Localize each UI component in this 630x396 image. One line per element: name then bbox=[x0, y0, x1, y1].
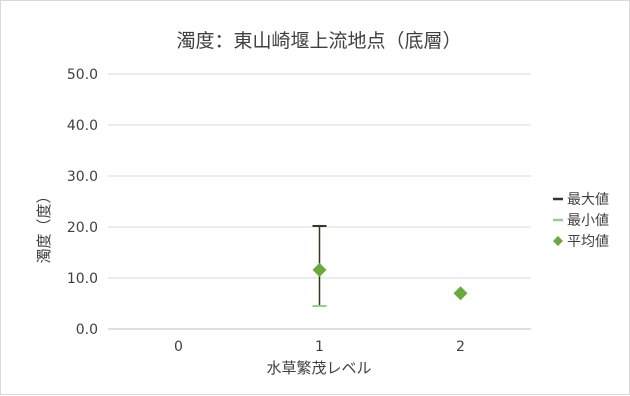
y-tick-label: 30.0 bbox=[67, 169, 98, 185]
legend-label: 最小値 bbox=[567, 213, 609, 229]
y-axis-label: 濁度（度） bbox=[35, 188, 53, 263]
x-axis-label: 水草繁茂レベル bbox=[266, 359, 371, 377]
y-tick-label: 20.0 bbox=[67, 220, 98, 236]
x-tick-label: 2 bbox=[456, 339, 465, 355]
x-tick-label: 1 bbox=[315, 339, 324, 355]
y-tick-label: 10.0 bbox=[67, 271, 98, 287]
legend-label: 最大値 bbox=[567, 192, 609, 208]
y-tick-label: 0.0 bbox=[76, 322, 98, 338]
y-tick-label: 50.0 bbox=[67, 67, 98, 83]
chart-title: 濁度：東山崎堰上流地点（底層） bbox=[176, 30, 461, 52]
legend-label: 平均値 bbox=[567, 234, 609, 250]
y-tick-label: 40.0 bbox=[67, 118, 98, 134]
legend-swatch bbox=[553, 236, 563, 246]
x-tick-label: 0 bbox=[174, 339, 183, 355]
average-marker bbox=[312, 262, 327, 277]
average-marker bbox=[453, 286, 468, 301]
